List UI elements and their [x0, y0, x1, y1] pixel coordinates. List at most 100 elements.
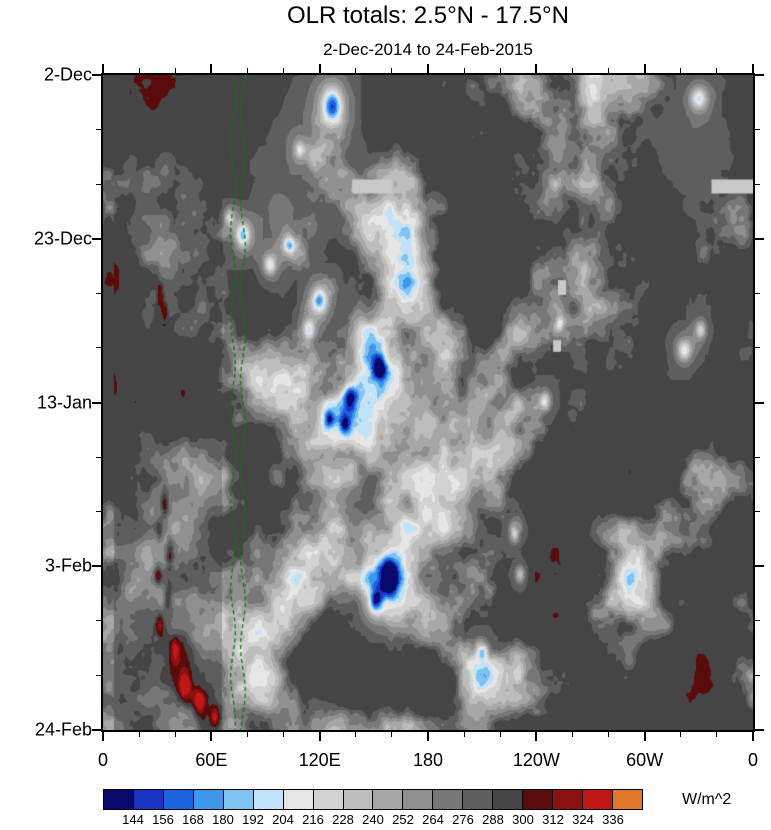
- plot-title: OLR totals: 2.5°N - 17.5°N: [287, 2, 569, 29]
- y-minor-tick: [755, 292, 760, 294]
- colorbar-segment: [223, 790, 254, 809]
- x-minor-tick: [608, 68, 610, 73]
- y-minor-tick: [755, 456, 760, 458]
- y-minor-tick: [96, 183, 101, 185]
- y-minor-tick: [755, 129, 760, 131]
- colorbar: [103, 789, 643, 810]
- x-minor-tick: [608, 732, 610, 737]
- colorbar-tick-label: 168: [182, 812, 204, 827]
- colorbar-tick-label: 288: [482, 812, 504, 827]
- y-minor-tick: [755, 620, 760, 622]
- colorbar-segment: [433, 790, 464, 809]
- x-major-tick: [752, 732, 754, 741]
- y-tick-label: 23-Dec: [33, 228, 92, 249]
- y-minor-tick: [755, 347, 760, 349]
- colorbar-tick-label: 180: [212, 812, 234, 827]
- x-major-tick: [102, 732, 104, 741]
- x-minor-tick: [680, 732, 682, 737]
- colorbar-tick-label: 276: [452, 812, 474, 827]
- plot-subtitle: 2-Dec-2014 to 24-Feb-2015: [323, 40, 533, 59]
- x-tick-label: 60W: [626, 750, 664, 770]
- x-major-tick: [643, 732, 646, 741]
- x-major-tick: [427, 64, 429, 73]
- x-minor-tick: [138, 68, 140, 73]
- x-minor-tick: [680, 68, 682, 73]
- y-major-tick: [92, 729, 101, 731]
- x-tick-label: 0: [747, 750, 759, 770]
- x-major-tick: [535, 64, 538, 73]
- colorbar-segment: [553, 790, 583, 809]
- colorbar-tick-label: 144: [122, 812, 144, 827]
- colorbar-segment: [313, 790, 344, 809]
- colorbar-segment: [612, 790, 642, 809]
- colorbar-segment: [163, 790, 194, 809]
- y-major-tick: [755, 401, 764, 404]
- x-minor-tick: [174, 68, 176, 73]
- y-minor-tick: [96, 456, 101, 458]
- x-minor-tick: [138, 732, 140, 737]
- colorbar-tick-label: 264: [422, 812, 444, 827]
- colorbar-segment: [583, 790, 613, 809]
- x-minor-tick: [716, 68, 718, 73]
- x-minor-tick: [571, 68, 573, 73]
- x-minor-tick: [463, 68, 465, 73]
- y-major-tick: [92, 237, 101, 240]
- x-minor-tick: [283, 68, 285, 73]
- x-major-tick: [318, 64, 321, 73]
- x-minor-tick: [499, 68, 501, 73]
- colorbar-segment: [193, 790, 224, 809]
- y-minor-tick: [755, 674, 760, 676]
- colorbar-tick-label: 228: [332, 812, 354, 827]
- colorbar-segment: [493, 790, 524, 809]
- colorbar-tick-label: 240: [362, 812, 384, 827]
- colorbar-tick-label: 204: [272, 812, 294, 827]
- x-minor-tick: [355, 732, 357, 737]
- x-minor-tick: [571, 732, 573, 737]
- x-minor-tick: [246, 68, 248, 73]
- colorbar-tick-label: 312: [542, 812, 564, 827]
- units-label: W/m^2: [682, 791, 732, 808]
- x-tick-label: 120W: [512, 750, 560, 770]
- colorbar-tick-label: 336: [602, 812, 624, 827]
- x-minor-tick: [283, 732, 285, 737]
- y-tick-label: 3-Feb: [44, 555, 92, 576]
- colorbar-segment: [343, 790, 374, 809]
- y-minor-tick: [96, 347, 101, 349]
- x-major-tick: [752, 64, 754, 73]
- x-tick-label: 180: [412, 750, 444, 770]
- x-minor-tick: [355, 68, 357, 73]
- colorbar-segment: [373, 790, 404, 809]
- colorbar-segment: [463, 790, 494, 809]
- colorbar-tick-label: 156: [152, 812, 174, 827]
- x-minor-tick: [463, 732, 465, 737]
- x-minor-tick: [246, 732, 248, 737]
- colorbar-segment: [104, 790, 134, 809]
- y-tick-label: 2-Dec: [43, 64, 92, 85]
- colorbar-segment: [133, 790, 164, 809]
- x-tick-label: 0: [97, 750, 109, 770]
- x-major-tick: [643, 64, 646, 73]
- x-major-tick: [102, 64, 104, 73]
- x-major-tick: [427, 732, 429, 741]
- y-minor-tick: [755, 183, 760, 185]
- x-minor-tick: [391, 68, 393, 73]
- colorbar-tick-label: 216: [302, 812, 324, 827]
- y-minor-tick: [755, 511, 760, 513]
- colorbar-tick-label: 324: [572, 812, 594, 827]
- y-major-tick: [755, 565, 764, 568]
- x-minor-tick: [499, 732, 501, 737]
- x-tick-label: 120E: [298, 750, 341, 770]
- x-major-tick: [535, 732, 538, 741]
- y-minor-tick: [96, 674, 101, 676]
- colorbar-tick-label: 300: [512, 812, 534, 827]
- y-minor-tick: [96, 129, 101, 131]
- colorbar-segment: [523, 790, 554, 809]
- colorbar-segment: [283, 790, 314, 809]
- colorbar-segment: [403, 790, 434, 809]
- y-major-tick: [755, 74, 764, 76]
- olr-heatmap-canvas: [103, 75, 753, 730]
- y-major-tick: [92, 74, 101, 76]
- y-tick-label: 13-Jan: [36, 392, 92, 412]
- y-tick-label: 24-Feb: [34, 719, 92, 740]
